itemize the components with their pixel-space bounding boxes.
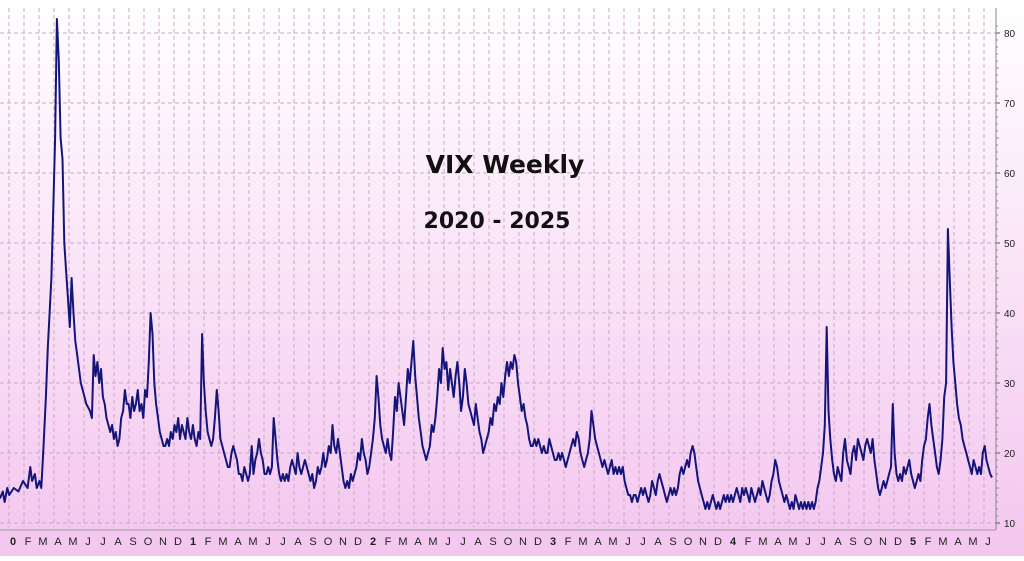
x-tick-label: M <box>758 536 767 548</box>
x-tick-label: S <box>309 536 316 548</box>
y-tick-label: 70 <box>1004 99 1016 110</box>
x-tick-label: D <box>714 536 722 548</box>
x-tick-label: F <box>925 536 932 548</box>
x-tick-year-label: 3 <box>550 536 556 548</box>
y-tick-label: 50 <box>1004 239 1016 250</box>
x-tick-year-label: 2 <box>370 536 376 548</box>
series-group <box>0 18 993 510</box>
x-tick-label: J <box>805 536 811 548</box>
x-tick-label: M <box>398 536 407 548</box>
x-tick-label: M <box>788 536 797 548</box>
x-tick-label: A <box>954 536 962 548</box>
x-tick-label: D <box>894 536 902 548</box>
x-tick-label: A <box>774 536 782 548</box>
x-tick-label: D <box>174 536 182 548</box>
x-tick-label: F <box>745 536 752 548</box>
x-tick-label: F <box>25 536 32 548</box>
y-tick-label: 80 <box>1004 29 1016 40</box>
x-tick-label: M <box>938 536 947 548</box>
x-tick-label: M <box>968 536 977 548</box>
x-tick-label: A <box>414 536 422 548</box>
x-tick-label: N <box>879 536 887 548</box>
y-tick-label: 60 <box>1004 169 1016 180</box>
vix-series-line <box>0 18 993 510</box>
x-tick-label: J <box>100 536 106 548</box>
x-tick-label: J <box>85 536 91 548</box>
x-tick-label: O <box>684 536 693 548</box>
x-tick-label: O <box>864 536 873 548</box>
x-tick-label: O <box>504 536 513 548</box>
chart-subtitle: 2020 - 2025 <box>424 209 571 234</box>
x-tick-label: S <box>669 536 676 548</box>
x-tick-label: M <box>248 536 257 548</box>
x-tick-label: F <box>205 536 212 548</box>
x-tick-label: J <box>640 536 646 548</box>
y-axis: 10 20 30 40 50 60 70 80 <box>995 8 1016 530</box>
x-tick-label: A <box>834 536 842 548</box>
x-tick-label: F <box>565 536 572 548</box>
x-tick-label: J <box>445 536 451 548</box>
x-tick-label: M <box>608 536 617 548</box>
y-tick-label: 20 <box>1004 449 1016 460</box>
x-tick-label: M <box>68 536 77 548</box>
x-tick-label: D <box>534 536 542 548</box>
x-tick-label: J <box>280 536 286 548</box>
x-tick-label: O <box>144 536 153 548</box>
x-tick-label: A <box>114 536 122 548</box>
x-tick-label: M <box>218 536 227 548</box>
x-tick-year-label: 4 <box>730 536 737 548</box>
x-tick-label: F <box>385 536 392 548</box>
x-tick-label: A <box>294 536 302 548</box>
x-tick-label: A <box>54 536 62 548</box>
x-tick-label: J <box>460 536 466 548</box>
x-tick-label: S <box>489 536 496 548</box>
x-tick-label: D <box>354 536 362 548</box>
y-tick-label: 30 <box>1004 379 1016 390</box>
x-tick-label: M <box>578 536 587 548</box>
y-tick-label: 40 <box>1004 309 1016 320</box>
y-tick-label: 10 <box>1004 519 1016 530</box>
x-tick-label: A <box>654 536 662 548</box>
x-tick-label: J <box>820 536 826 548</box>
x-tick-label: A <box>594 536 602 548</box>
x-tick-year-label: 0 <box>10 536 16 548</box>
x-tick-label: J <box>985 536 991 548</box>
x-tick-label: M <box>428 536 437 548</box>
x-tick-year-label: 1 <box>190 536 196 548</box>
x-tick-label: N <box>159 536 167 548</box>
chart-title: VIX Weekly <box>426 150 585 179</box>
x-tick-label: A <box>474 536 482 548</box>
x-tick-label: N <box>339 536 347 548</box>
x-tick-year-label: 5 <box>910 536 916 548</box>
x-tick-label: A <box>234 536 242 548</box>
x-tick-label: O <box>324 536 333 548</box>
x-tick-label: J <box>625 536 631 548</box>
x-tick-label: J <box>265 536 271 548</box>
grid-lines <box>0 8 996 527</box>
x-tick-label: M <box>38 536 47 548</box>
x-tick-label: S <box>849 536 856 548</box>
x-tick-label: S <box>129 536 136 548</box>
x-tick-label: N <box>519 536 527 548</box>
x-tick-label: N <box>699 536 707 548</box>
